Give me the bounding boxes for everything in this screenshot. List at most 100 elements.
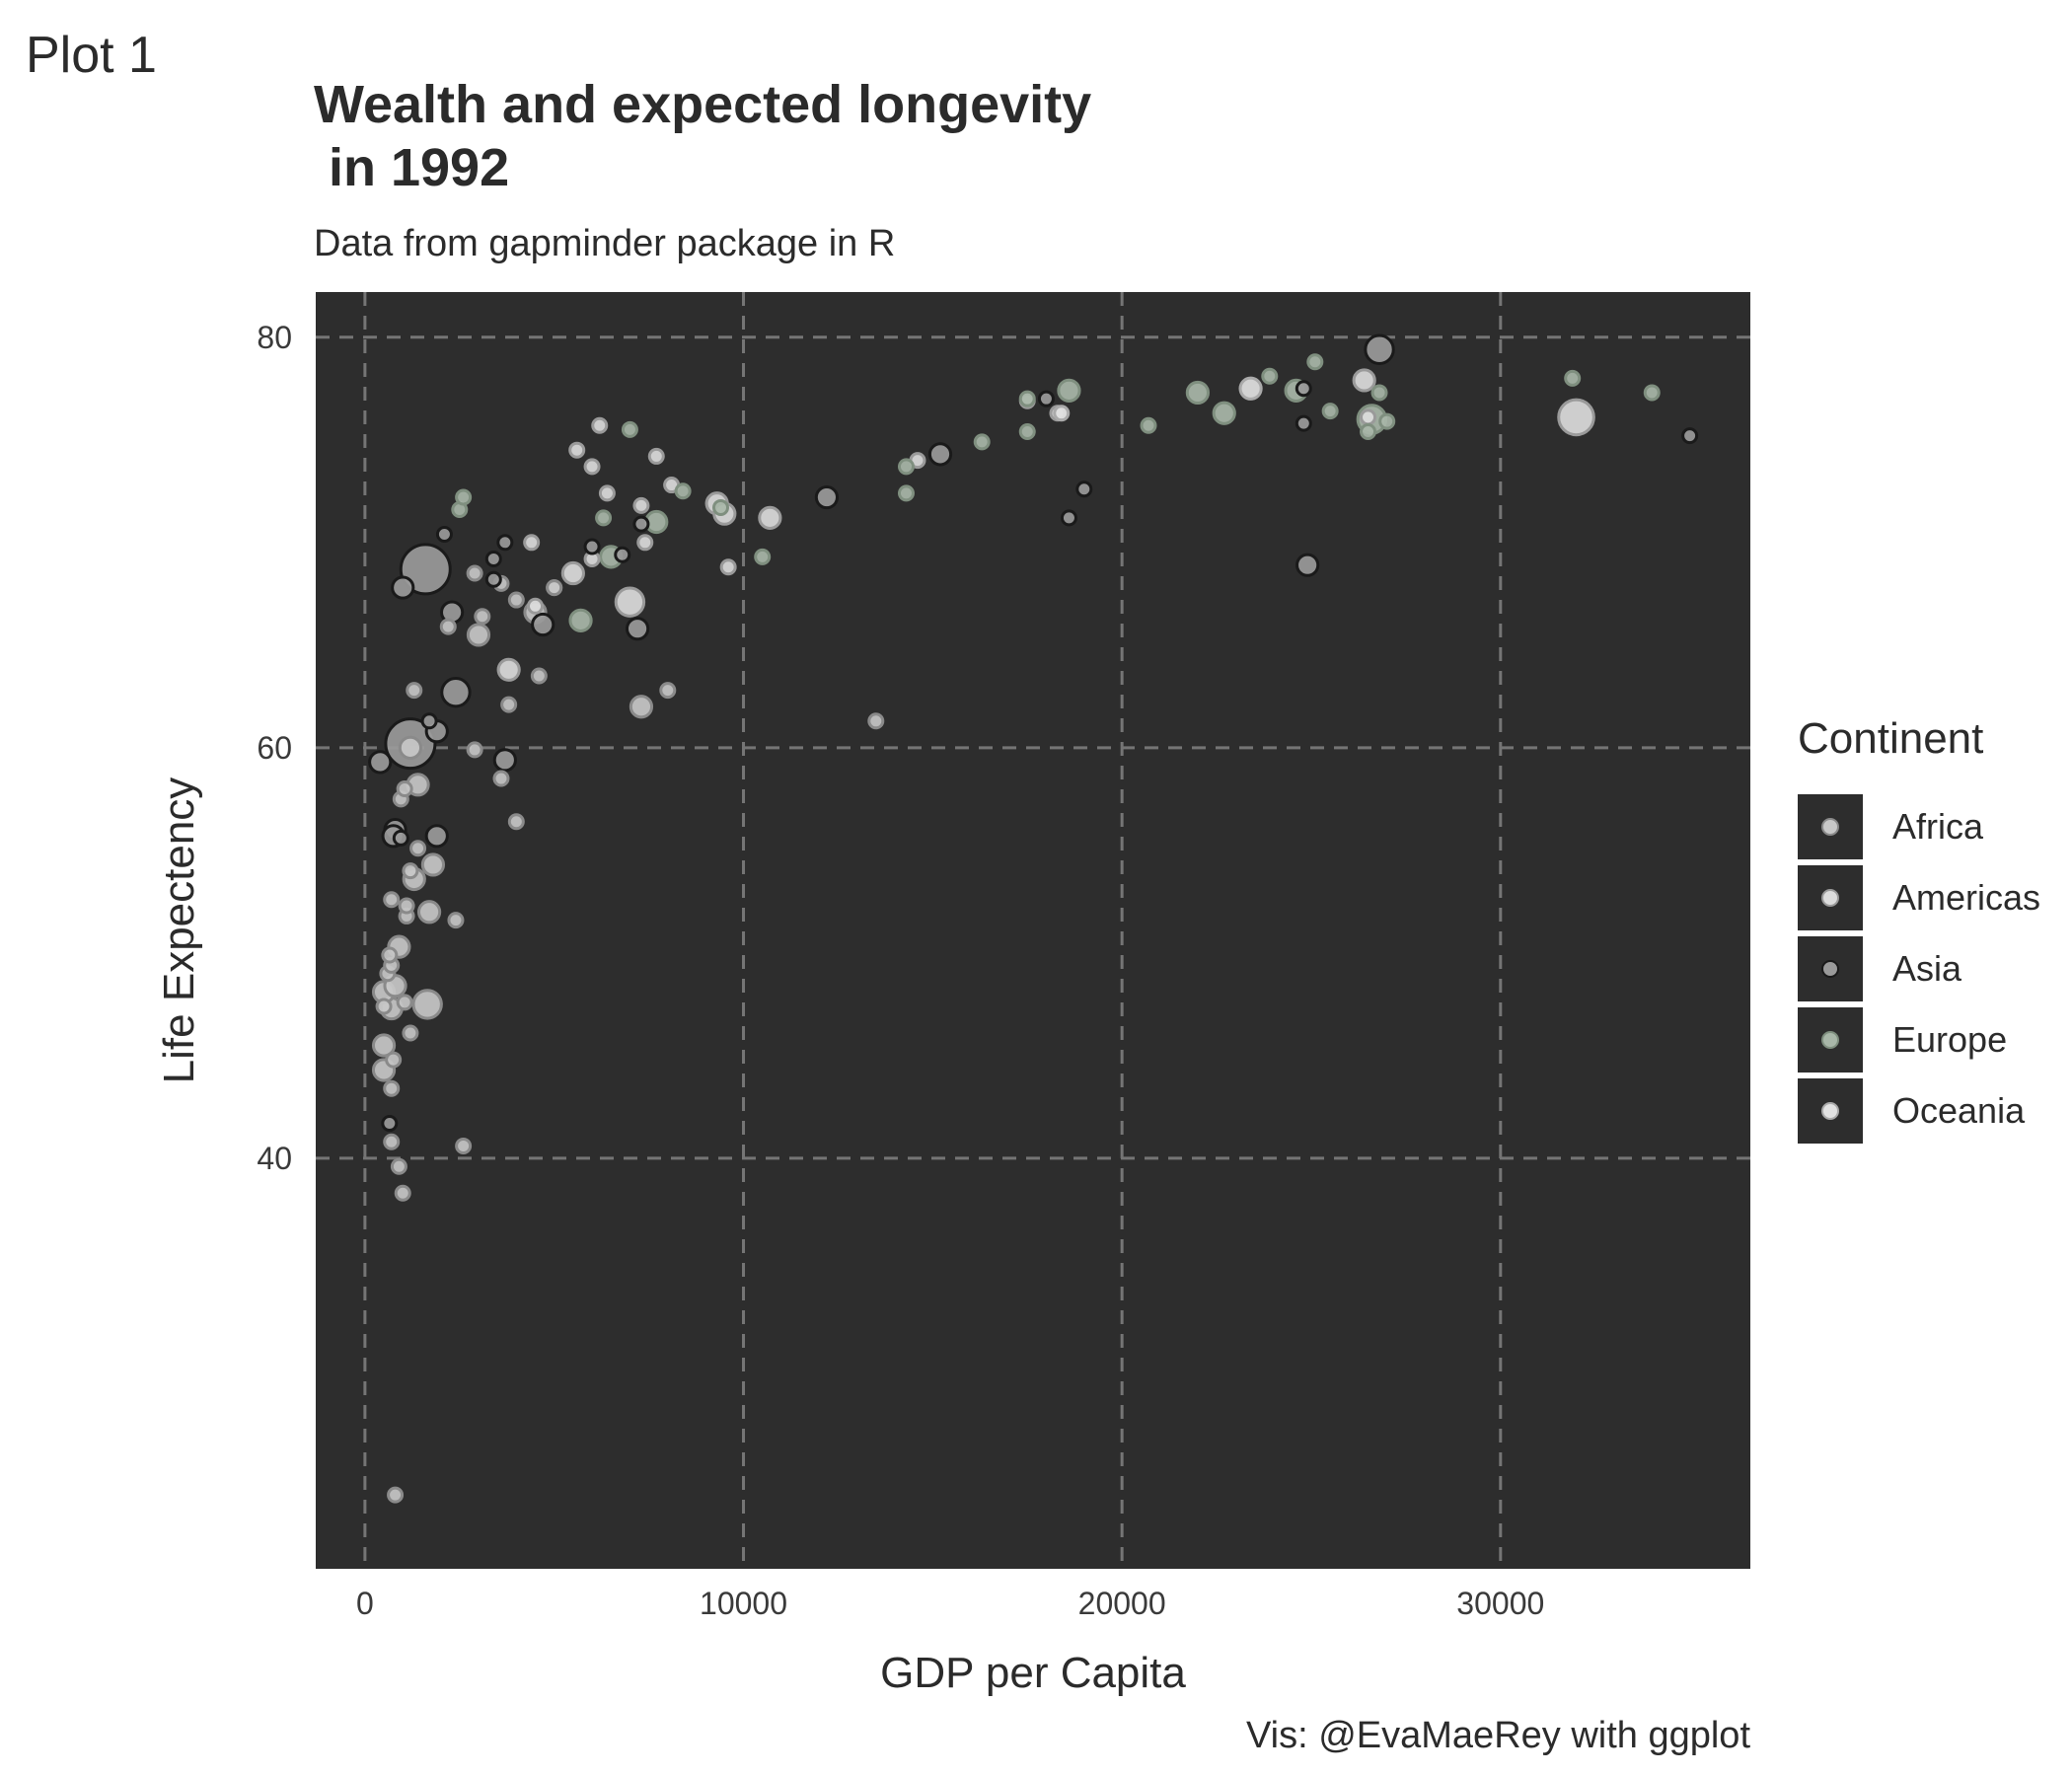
point-europe (1185, 380, 1210, 406)
point-europe (1564, 369, 1582, 387)
point-europe (568, 608, 593, 632)
point-africa (447, 912, 465, 929)
point-americas (1557, 398, 1595, 437)
point-asia (392, 829, 409, 847)
x-tick-labels: 0 10000 20000 30000 (356, 1586, 1544, 1621)
point-asia (632, 515, 650, 533)
point-asia (1295, 380, 1312, 398)
legend-dot (1821, 960, 1839, 978)
point-asia (484, 550, 502, 567)
point-americas (632, 496, 650, 514)
legend-key (1798, 936, 1863, 1001)
legend-item-oceania: Oceania (1798, 1075, 2040, 1147)
legend-label: Americas (1892, 877, 2041, 918)
point-africa (474, 608, 491, 626)
point-africa (371, 1033, 397, 1058)
point-europe (1360, 422, 1377, 440)
point-americas (1360, 408, 1377, 426)
point-europe (754, 548, 772, 565)
legend-key (1798, 1007, 1863, 1073)
y-tick-label: 80 (257, 320, 292, 355)
point-americas (719, 558, 737, 576)
legend-dot (1821, 889, 1839, 907)
point-asia (399, 543, 452, 596)
legend-label: Asia (1892, 948, 1962, 989)
legend-key (1798, 1078, 1863, 1144)
legend-dot (1821, 1031, 1839, 1049)
point-asia (614, 546, 631, 563)
point-americas (560, 560, 585, 586)
point-europe (897, 458, 915, 476)
point-africa (383, 1079, 401, 1097)
point-americas (598, 484, 616, 502)
legend-item-africa: Africa (1798, 791, 2040, 862)
chart-subtitle: Data from gapminder package in R (314, 223, 896, 264)
point-asia (531, 612, 555, 637)
point-europe (897, 484, 915, 502)
point-americas (523, 534, 541, 552)
point-africa (387, 1486, 405, 1504)
point-asia (1075, 481, 1093, 498)
y-tick-label: 40 (257, 1141, 292, 1176)
point-asia (424, 824, 449, 849)
point-africa (411, 989, 443, 1020)
legend: Continent Africa Americas Asia Europe Oceani… (1798, 714, 2040, 1147)
point-africa (466, 741, 483, 759)
point-asia (1037, 390, 1055, 407)
point-asia (927, 442, 953, 467)
point-asia (1060, 509, 1077, 527)
legend-label: Europe (1892, 1019, 2008, 1060)
y-tick-label: 60 (257, 730, 292, 766)
point-europe (1370, 384, 1388, 402)
chart-title: Wealth and expected longevity in 1992 (314, 75, 1092, 197)
point-africa (394, 1184, 411, 1202)
legend-item-asia: Asia (1798, 933, 2040, 1004)
point-africa (396, 779, 413, 797)
caption: Vis: @EvaMaeRey with ggplot (1246, 1715, 1750, 1756)
point-americas (636, 534, 654, 552)
gridlines (316, 292, 1750, 1569)
point-africa (402, 862, 419, 880)
point-asia (496, 534, 514, 552)
point-africa (507, 591, 525, 609)
point-europe (1057, 378, 1081, 403)
point-americas (568, 441, 586, 459)
point-africa (381, 946, 399, 964)
point-americas (496, 657, 521, 682)
point-asia (435, 525, 453, 543)
y-tick-labels: 40 60 80 (257, 320, 292, 1176)
point-asia (368, 750, 393, 775)
point-americas (583, 458, 601, 476)
legend-title: Continent (1798, 714, 1984, 763)
point-europe (1321, 403, 1339, 420)
point-africa (396, 994, 413, 1011)
legend-label: Africa (1892, 806, 1984, 847)
point-asia (492, 748, 517, 773)
point-europe (1261, 367, 1279, 385)
point-europe (674, 482, 692, 500)
point-europe (711, 498, 729, 516)
point-africa (546, 579, 563, 597)
point-africa (492, 770, 510, 787)
point-africa (659, 682, 677, 700)
point-europe (621, 420, 638, 438)
point-europe (1306, 353, 1324, 371)
plot-tag: Plot 1 (26, 27, 157, 84)
point-asia (583, 538, 601, 555)
x-tick-label: 10000 (700, 1586, 787, 1621)
point-americas (758, 505, 782, 530)
point-asia (1295, 553, 1320, 577)
point-africa (409, 840, 427, 857)
point-asia (625, 617, 650, 641)
point-africa (383, 1133, 401, 1150)
point-africa (867, 712, 885, 730)
point-americas (614, 586, 646, 618)
point-asia (381, 1115, 399, 1133)
point-africa (629, 695, 654, 719)
point-africa (402, 1024, 419, 1042)
point-asia (814, 484, 840, 510)
point-europe (595, 509, 613, 527)
point-asia (440, 676, 472, 708)
legend-label: Oceania (1892, 1090, 2026, 1131)
